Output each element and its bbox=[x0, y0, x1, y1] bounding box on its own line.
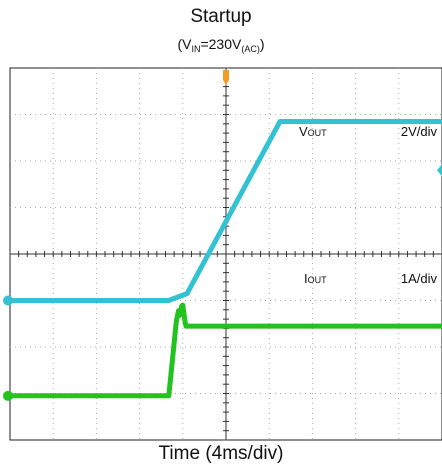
chart-subtitle: (VIN=230V(AC)) bbox=[177, 36, 265, 54]
trigger-marker bbox=[223, 70, 229, 85]
series-iout-trace bbox=[10, 302, 442, 399]
ground-marker-vout bbox=[3, 295, 13, 306]
vout-scale: 2V/div bbox=[401, 124, 438, 139]
traces bbox=[10, 119, 442, 399]
trigger-level-marker bbox=[437, 164, 442, 177]
series-vout-trace bbox=[10, 119, 442, 303]
grid bbox=[9, 67, 442, 441]
iout-label: IOUT bbox=[304, 271, 327, 286]
markers bbox=[3, 70, 442, 401]
iout-scale: 1A/div bbox=[401, 271, 438, 286]
vout-label: VOUT bbox=[299, 124, 327, 139]
ground-marker-iout bbox=[3, 390, 13, 401]
chart-title: Startup bbox=[190, 6, 252, 27]
x-axis-label: Time (4ms/div) bbox=[158, 443, 284, 464]
